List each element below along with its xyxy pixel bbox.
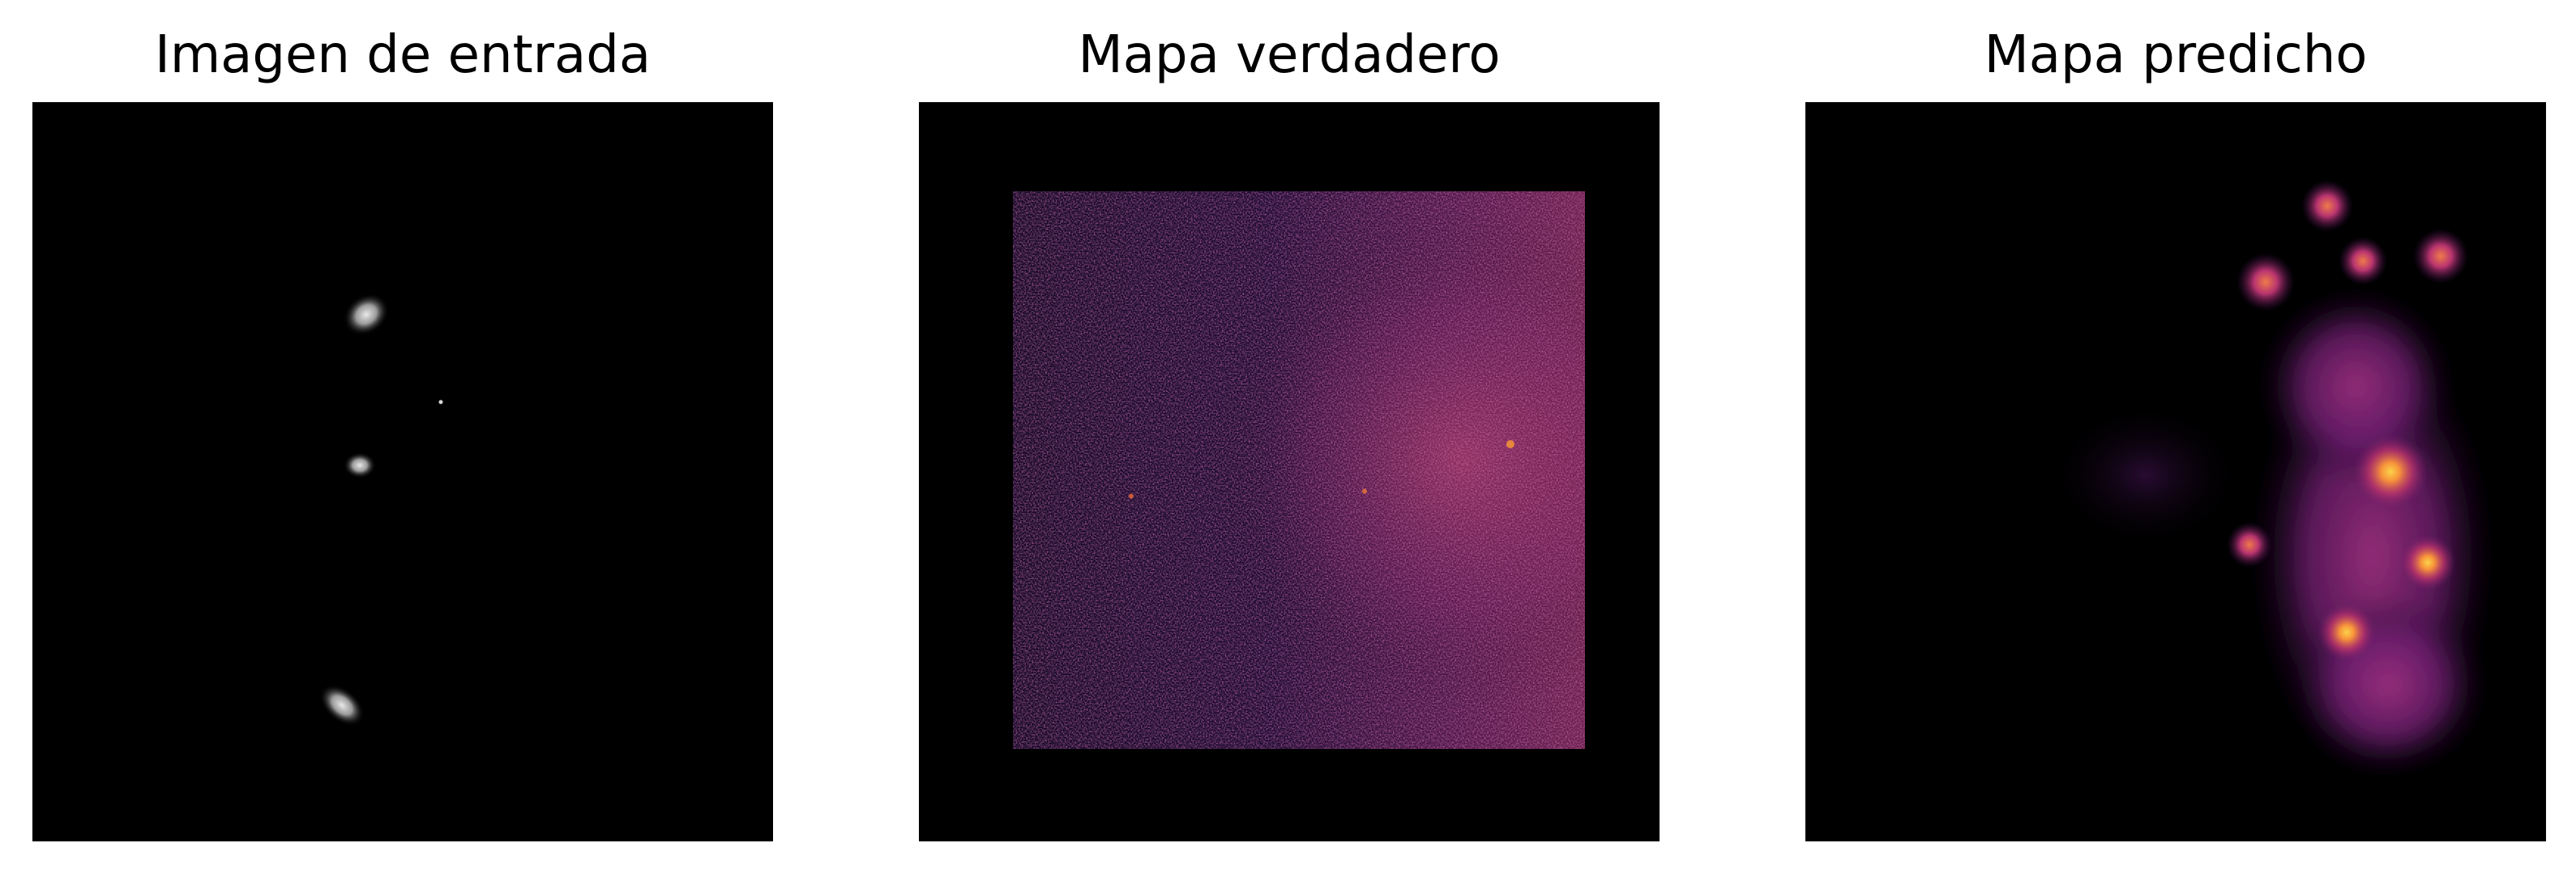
panel-true-map: Mapa verdadero bbox=[919, 0, 1660, 873]
true-map-image bbox=[919, 102, 1660, 841]
true-map-canvas bbox=[919, 102, 1660, 841]
input-image-canvas bbox=[32, 102, 773, 841]
input-image bbox=[32, 102, 773, 841]
true-map-field bbox=[1013, 191, 1585, 749]
predicted-blob-top-3 bbox=[2339, 237, 2387, 285]
predicted-peak-3 bbox=[2318, 603, 2376, 661]
predicted-peak-2 bbox=[2400, 535, 2455, 590]
input-source-1 bbox=[343, 293, 390, 336]
predicted-map-image bbox=[1805, 102, 2546, 841]
predicted-main-halo bbox=[2251, 289, 2494, 775]
panel-title-true-map: Mapa verdadero bbox=[1078, 25, 1501, 85]
input-source-2 bbox=[344, 452, 376, 478]
input-source-4 bbox=[438, 400, 443, 404]
input-source-3 bbox=[319, 684, 365, 726]
panel-input-image: Imagen de entrada bbox=[32, 0, 773, 873]
panel-predicted-map: Mapa predicho bbox=[1805, 0, 2546, 873]
predicted-map-canvas bbox=[1805, 102, 2546, 841]
predicted-peak-1 bbox=[2353, 434, 2428, 509]
panel-title-predicted-map: Mapa predicho bbox=[1984, 25, 2368, 85]
predicted-blob-top-1 bbox=[2236, 253, 2295, 311]
predicted-faint-region bbox=[2048, 402, 2243, 548]
predicted-blob-top-2 bbox=[2301, 180, 2353, 232]
predicted-blob-left bbox=[2227, 522, 2272, 567]
predicted-blob-top-4 bbox=[2413, 229, 2468, 284]
panel-title-input: Imagen de entrada bbox=[154, 25, 651, 85]
